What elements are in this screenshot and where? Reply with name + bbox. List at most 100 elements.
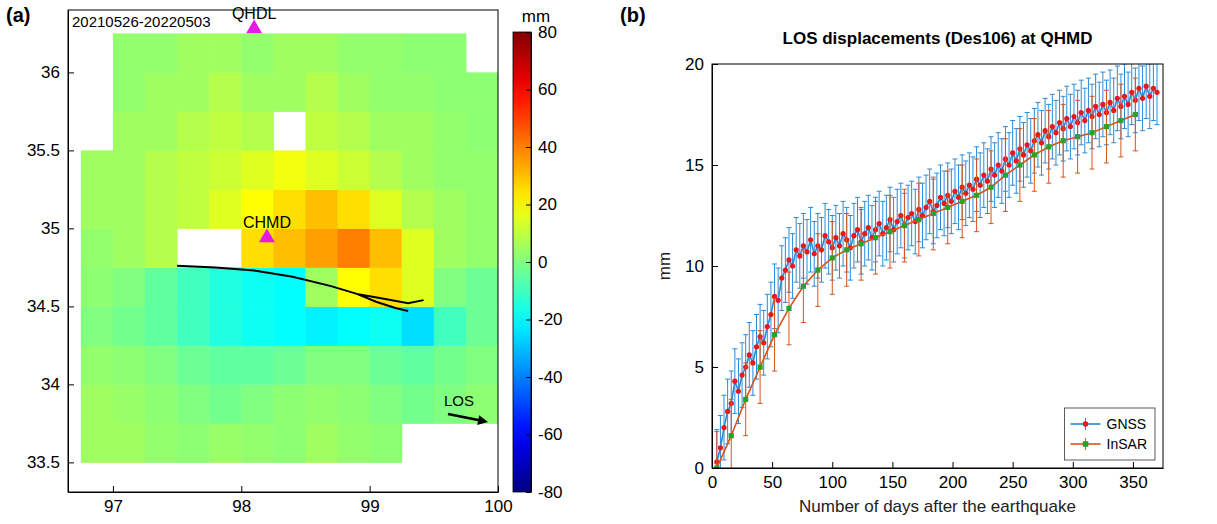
axis-line bbox=[713, 468, 1164, 469]
tick-mark bbox=[68, 228, 74, 229]
los-arrow bbox=[448, 414, 482, 421]
tick-mark bbox=[712, 468, 718, 469]
point bbox=[1068, 124, 1073, 129]
legend: GNSSInSAR bbox=[1065, 408, 1155, 460]
cell bbox=[81, 189, 114, 228]
point bbox=[1010, 150, 1015, 155]
point bbox=[1097, 112, 1102, 117]
tick: 34.5 bbox=[27, 297, 74, 316]
point bbox=[934, 203, 939, 208]
point bbox=[1024, 142, 1029, 147]
cell bbox=[273, 228, 306, 267]
point bbox=[819, 247, 824, 252]
point bbox=[747, 352, 752, 357]
tick-label: 35.5 bbox=[27, 141, 60, 160]
cell bbox=[305, 150, 338, 189]
cell bbox=[113, 189, 146, 228]
error-bar bbox=[851, 203, 856, 268]
point bbox=[862, 231, 867, 236]
cell bbox=[434, 111, 467, 150]
point bbox=[1086, 108, 1091, 113]
point bbox=[736, 389, 741, 394]
point bbox=[1151, 86, 1156, 91]
cell bbox=[209, 423, 242, 462]
cell bbox=[113, 267, 146, 306]
cell bbox=[273, 306, 306, 345]
tick-mark bbox=[526, 32, 531, 33]
point bbox=[1079, 110, 1084, 115]
plot-frame bbox=[712, 64, 1163, 468]
cell bbox=[434, 189, 467, 228]
tick-label: 150 bbox=[879, 473, 907, 492]
error-bar bbox=[902, 189, 907, 262]
tick-label: 200 bbox=[939, 473, 967, 492]
colorbar-axis: -80-60-40-20020406080 bbox=[526, 23, 563, 502]
point bbox=[750, 360, 755, 365]
station-label: QHDL bbox=[232, 5, 277, 22]
point bbox=[1118, 118, 1123, 123]
axis-line bbox=[69, 492, 499, 493]
tick-label: -80 bbox=[538, 483, 563, 502]
error-bar bbox=[924, 175, 929, 240]
cell bbox=[113, 33, 146, 72]
cell bbox=[434, 345, 467, 384]
tick-label: 100 bbox=[819, 473, 847, 492]
tick: 100 bbox=[484, 486, 512, 516]
tick-label: 97 bbox=[104, 497, 123, 516]
point bbox=[1115, 96, 1120, 101]
cell bbox=[305, 345, 338, 384]
error-bar bbox=[989, 151, 994, 224]
point bbox=[952, 189, 957, 194]
error-bar bbox=[823, 203, 828, 268]
cell bbox=[177, 189, 210, 228]
point bbox=[1082, 118, 1087, 123]
error-bar bbox=[1014, 129, 1019, 194]
cell bbox=[113, 423, 146, 462]
point bbox=[801, 284, 806, 289]
point bbox=[833, 235, 838, 240]
point bbox=[873, 235, 878, 240]
colorbar-label: mm bbox=[522, 7, 550, 26]
tick-mark bbox=[68, 306, 74, 307]
cell bbox=[338, 267, 371, 306]
cell bbox=[177, 72, 210, 111]
error-bar bbox=[1043, 98, 1048, 163]
point bbox=[761, 340, 766, 345]
point bbox=[916, 217, 921, 222]
tick-label: 0 bbox=[538, 253, 547, 272]
tick-mark bbox=[832, 462, 833, 468]
cell bbox=[81, 423, 114, 462]
error-bar bbox=[895, 189, 900, 254]
cell bbox=[209, 267, 242, 306]
tick-mark bbox=[68, 384, 74, 385]
cell bbox=[241, 111, 274, 150]
cell bbox=[402, 33, 435, 72]
point bbox=[905, 215, 910, 220]
error-bar bbox=[1147, 64, 1152, 129]
point bbox=[992, 173, 997, 178]
los-label: LOS bbox=[444, 392, 474, 409]
cell bbox=[241, 345, 274, 384]
cell bbox=[241, 306, 274, 345]
point bbox=[963, 191, 968, 196]
map-data bbox=[81, 20, 498, 463]
cell bbox=[113, 306, 146, 345]
point bbox=[718, 445, 723, 450]
tick: 35.5 bbox=[27, 141, 74, 160]
error-bar bbox=[1154, 64, 1159, 125]
cell bbox=[370, 72, 403, 111]
point bbox=[1061, 138, 1066, 143]
error-bar bbox=[1133, 78, 1138, 151]
tick: 99 bbox=[361, 486, 380, 516]
cell bbox=[209, 189, 242, 228]
axis-line bbox=[531, 33, 532, 493]
cell bbox=[113, 150, 146, 189]
point bbox=[996, 162, 1001, 167]
tick: 35 bbox=[41, 219, 74, 238]
cell bbox=[241, 384, 274, 423]
point bbox=[790, 263, 795, 268]
point bbox=[923, 205, 928, 210]
cell bbox=[113, 111, 146, 150]
cell bbox=[338, 228, 371, 267]
point bbox=[1032, 152, 1037, 157]
